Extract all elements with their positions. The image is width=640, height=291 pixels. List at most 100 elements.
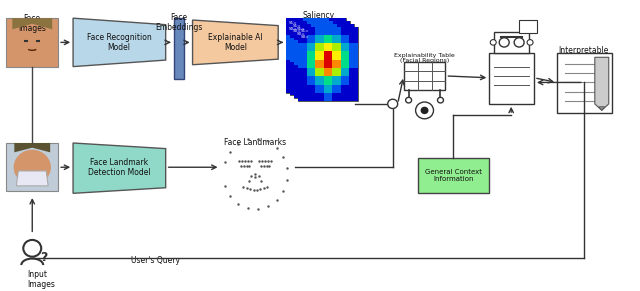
Bar [349, 76, 358, 84]
Bar [328, 40, 337, 49]
Bar [324, 46, 333, 54]
Bar [307, 76, 315, 84]
Text: S0=: S0= [301, 35, 310, 39]
Bar [346, 65, 354, 73]
Bar [294, 49, 303, 57]
Bar [329, 76, 337, 84]
Bar [324, 68, 332, 76]
Bar [290, 54, 299, 62]
Bar [337, 51, 346, 60]
Bar [307, 62, 316, 71]
Text: S1=: S1= [293, 24, 301, 28]
Bar [307, 71, 316, 79]
Bar [324, 21, 333, 29]
Bar [337, 90, 346, 98]
Bar [303, 73, 311, 82]
Bar [346, 49, 354, 57]
Bar [6, 18, 58, 67]
Bar [312, 84, 320, 93]
Bar [346, 24, 354, 32]
Bar [324, 76, 332, 84]
Bar [341, 46, 350, 54]
Bar [341, 38, 350, 46]
Bar [303, 57, 311, 65]
Text: S1=: S1= [289, 21, 298, 25]
Text: Face Landmarks: Face Landmarks [224, 138, 286, 147]
Bar [332, 35, 340, 43]
Bar [303, 32, 311, 40]
Bar [312, 43, 320, 51]
Bar [173, 18, 184, 79]
Bar [303, 49, 311, 57]
Bar [286, 18, 346, 93]
Bar [333, 29, 341, 38]
Bar [349, 93, 358, 101]
Bar [333, 54, 341, 62]
Bar [294, 82, 303, 90]
Bar [329, 68, 337, 76]
Bar [6, 143, 58, 191]
Bar [333, 62, 341, 71]
Bar [417, 158, 489, 193]
Bar [303, 35, 312, 43]
Bar [290, 29, 299, 38]
Text: Explainable AI
Model: Explainable AI Model [208, 33, 262, 52]
Bar [320, 18, 329, 26]
Bar [307, 26, 315, 35]
Circle shape [406, 97, 412, 103]
Bar [307, 38, 316, 46]
Circle shape [527, 40, 533, 45]
Bar [307, 60, 315, 68]
Bar [303, 65, 311, 73]
Bar [337, 82, 346, 90]
Bar [519, 20, 537, 33]
Bar [320, 82, 328, 90]
Bar [316, 62, 324, 71]
Bar [307, 52, 315, 60]
Bar [303, 76, 312, 84]
Bar [337, 84, 346, 93]
Bar [315, 60, 324, 68]
Text: Saliency
Heatmaps: Saliency Heatmaps [300, 11, 339, 30]
Bar [303, 84, 312, 93]
Text: S0=: S0= [289, 26, 298, 31]
Bar [340, 26, 349, 35]
Bar [340, 76, 349, 84]
Polygon shape [17, 171, 48, 186]
Bar [294, 51, 303, 60]
Bar [286, 84, 294, 93]
Bar [337, 76, 346, 84]
Circle shape [14, 150, 50, 184]
Bar [320, 24, 328, 32]
Bar [315, 26, 324, 35]
Bar [333, 21, 341, 29]
Bar [307, 79, 316, 87]
Bar [316, 29, 324, 38]
Bar [299, 46, 307, 54]
Text: User's Query: User's Query [131, 256, 180, 265]
Bar [307, 84, 315, 93]
Bar [312, 76, 320, 84]
Bar [489, 53, 534, 104]
Bar [299, 38, 307, 46]
Bar [328, 24, 337, 32]
Bar [337, 68, 346, 76]
Text: S1=: S1= [297, 26, 306, 31]
Bar [311, 40, 320, 49]
Bar [324, 84, 332, 93]
Bar [329, 35, 337, 43]
Bar [312, 68, 320, 76]
Bar [294, 24, 354, 98]
Bar [303, 18, 312, 26]
Text: S1=: S1= [301, 29, 310, 33]
Circle shape [514, 38, 524, 47]
Bar [340, 68, 349, 76]
Bar [320, 76, 329, 84]
Bar [340, 93, 349, 101]
Bar [328, 73, 337, 82]
Bar [332, 93, 340, 101]
Bar [315, 35, 324, 43]
Bar [328, 82, 337, 90]
Bar [324, 26, 332, 35]
Bar [333, 79, 341, 87]
